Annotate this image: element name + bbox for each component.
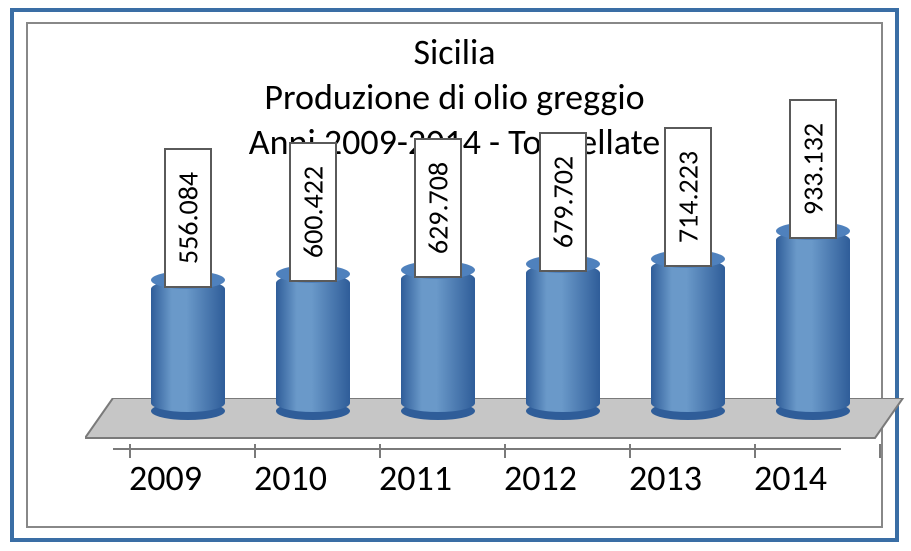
data-label: 714.223 — [664, 127, 712, 267]
chart-title-line1: Sicilia — [28, 30, 881, 75]
x-axis-label: 2012 — [504, 456, 629, 500]
x-axis-label: 2013 — [629, 456, 754, 500]
bar-cylinder — [651, 247, 725, 420]
bar-cylinder — [526, 252, 600, 420]
data-label: 600.422 — [289, 142, 337, 282]
data-label-text: 933.132 — [796, 123, 831, 215]
x-axis-line — [113, 448, 841, 450]
data-label: 556.084 — [164, 148, 212, 288]
data-label-text: 714.223 — [671, 151, 706, 243]
bar-body — [401, 270, 475, 412]
bar-body — [276, 274, 350, 412]
bar-cylinder — [276, 262, 350, 420]
bar-cylinder — [151, 268, 225, 420]
bar-body — [526, 264, 600, 412]
bar-cylinder — [401, 258, 475, 420]
bar-cylinder — [776, 219, 850, 420]
plot-area: 556.084600.422629.708679.702714.223933.1… — [113, 194, 841, 438]
data-label-text: 629.708 — [421, 162, 456, 254]
data-label-text: 600.422 — [296, 166, 331, 258]
data-label: 629.708 — [414, 138, 462, 278]
chart-inner-frame: Sicilia Produzione di olio greggio Anni … — [26, 22, 883, 528]
data-label-text: 679.702 — [546, 156, 581, 248]
chart-outer-frame: Sicilia Produzione di olio greggio Anni … — [10, 8, 899, 542]
bar-body — [776, 231, 850, 412]
x-axis-label: 2014 — [754, 456, 879, 500]
x-axis: 200920102011201220132014 — [113, 450, 841, 500]
data-label: 679.702 — [539, 132, 587, 272]
x-axis-label: 2009 — [129, 456, 254, 500]
x-axis-label: 2011 — [379, 456, 504, 500]
x-axis-label: 2010 — [254, 456, 379, 500]
chart-title-line2: Produzione di olio greggio — [28, 75, 881, 120]
x-tick — [879, 444, 881, 458]
bar-body — [151, 280, 225, 412]
bar-body — [651, 259, 725, 412]
data-label: 933.132 — [789, 99, 837, 239]
data-label-text: 556.084 — [171, 172, 206, 264]
